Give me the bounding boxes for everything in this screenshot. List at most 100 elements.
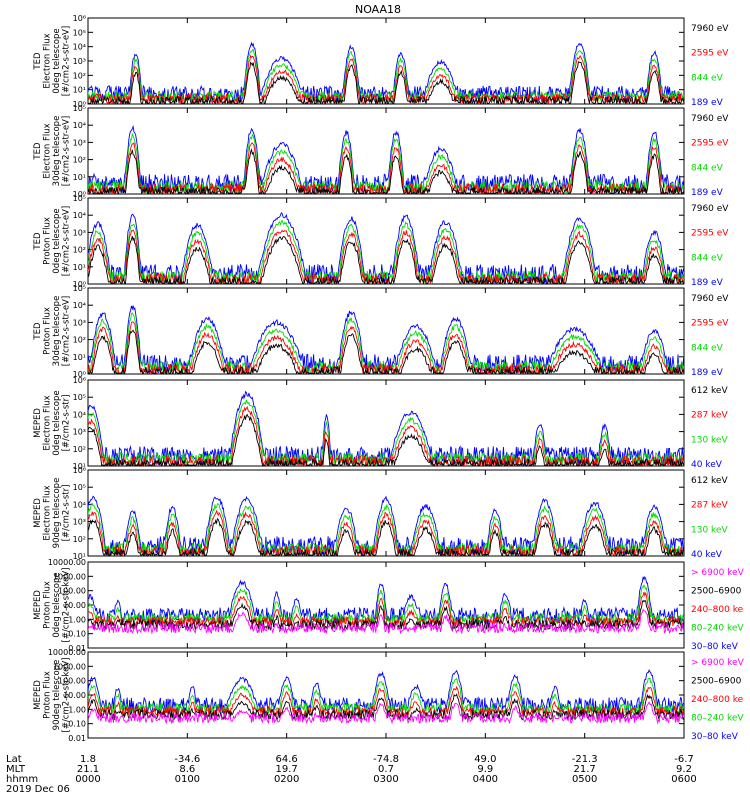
footer-tick-hhmm: 0200 bbox=[274, 774, 299, 785]
y-tick-label: 10⁵ bbox=[73, 284, 86, 293]
legend-entry: 30–80 keV bbox=[691, 732, 739, 742]
legend-entry: 2500–6900 bbox=[691, 587, 742, 597]
y-tick-label: 10⁶ bbox=[73, 376, 86, 385]
legend-entry: 287 keV bbox=[691, 501, 728, 511]
footer-tick-lat: -6.7 bbox=[674, 754, 694, 765]
y-tick-label: 10000.00 bbox=[48, 648, 86, 657]
y-tick-label: 10⁰ bbox=[73, 100, 86, 109]
footer-tick-mlt: 21.1 bbox=[77, 764, 99, 775]
y-axis-label-line: 90deg telescope bbox=[52, 478, 62, 549]
y-axis-label-line: [#/cm2-s-str-eV] bbox=[61, 296, 71, 366]
y-tick-label: 100.00 bbox=[58, 677, 86, 686]
footer-tick-lat: -34.6 bbox=[174, 754, 200, 765]
series-trace bbox=[88, 517, 684, 556]
y-tick-label: 10.00 bbox=[63, 601, 86, 610]
legend-entry: 612 keV bbox=[691, 386, 728, 396]
legend-entry: 30–80 keV bbox=[691, 642, 739, 652]
footer-tick-hhmm: 0400 bbox=[473, 774, 498, 785]
footer-tick-hhmm: 0600 bbox=[671, 774, 696, 785]
legend-entry: 7960 eV bbox=[691, 24, 729, 34]
y-axis-label-line: Electron Flux bbox=[42, 123, 52, 178]
footer-tick-hhmm: 0100 bbox=[175, 774, 200, 785]
series-trace bbox=[88, 502, 684, 556]
series-trace bbox=[88, 677, 684, 715]
y-tick-label: 10¹ bbox=[73, 353, 86, 362]
y-axis-label-line: 30deg telescope bbox=[52, 116, 62, 187]
figure-title: NOAA18 bbox=[355, 3, 401, 16]
y-axis-label-line: MEPED bbox=[33, 680, 43, 710]
y-axis-label-line: 0deg telescope bbox=[52, 572, 62, 637]
y-tick-label: 10² bbox=[73, 71, 86, 80]
y-tick-label: 10⁴ bbox=[73, 211, 86, 220]
footer-date: 2019 Dec 06 bbox=[6, 784, 70, 795]
footer-tick-hhmm: 0300 bbox=[373, 774, 398, 785]
y-axis-label-line: TED bbox=[33, 232, 43, 251]
y-axis-label-line: [#/cm2-s-str-keV] bbox=[61, 568, 71, 643]
legend-entry: 240–800 ke bbox=[691, 605, 744, 615]
panel-5: 10¹ 10² 10³ 10⁴ 10⁵ 10⁶ MEPED Electron Flux 0deg… bbox=[33, 376, 729, 471]
y-tick-label: 10⁴ bbox=[73, 410, 86, 419]
legend-entry: 130 keV bbox=[691, 435, 728, 445]
y-axis-label-line: [#/cm2-s-str-keV] bbox=[61, 658, 71, 733]
legend-entry: 189 eV bbox=[691, 278, 724, 288]
legend-entry: 40 keV bbox=[691, 550, 723, 560]
y-axis-label-line: TED bbox=[33, 322, 43, 341]
y-axis-label-line: 0deg telescope bbox=[52, 390, 62, 455]
series-trace bbox=[88, 48, 684, 103]
footer-tick-mlt: 19.7 bbox=[276, 764, 298, 775]
panel-frame bbox=[87, 651, 685, 739]
y-axis-label-line: Electron Flux bbox=[42, 33, 52, 88]
footer-tick-lat: 1.8 bbox=[80, 754, 96, 765]
y-tick-label: 10² bbox=[73, 445, 86, 454]
legend-entry: 240–800 ke bbox=[691, 695, 744, 705]
legend-entry: 80–240 keV bbox=[691, 714, 744, 724]
series-trace bbox=[88, 390, 684, 466]
footer-tick-hhmm: 0000 bbox=[75, 774, 100, 785]
series-trace bbox=[88, 212, 684, 284]
footer-tick-lat: 64.6 bbox=[276, 754, 298, 765]
y-tick-label: 10⁵ bbox=[73, 28, 86, 37]
y-axis-label-line: [#/cm2-s-str-eV] bbox=[61, 116, 71, 186]
y-tick-label: 10⁴ bbox=[73, 43, 86, 52]
y-axis-label-line: [#/cm2-s-str] bbox=[61, 395, 71, 452]
legend-entry: 844 eV bbox=[691, 253, 724, 263]
series-trace bbox=[88, 668, 684, 715]
panel-1: 10⁰ 10¹ 10² 10³ 10⁴ 10⁵ 10⁶ TED Electron Flux 0de… bbox=[33, 14, 730, 109]
footer-row-label-mlt: MLT bbox=[6, 764, 26, 775]
legend-entry: 7960 eV bbox=[691, 114, 729, 124]
legend-entry: > 6900 keV bbox=[691, 568, 745, 578]
y-tick-label: 10000.00 bbox=[48, 558, 86, 567]
y-axis-label-line: Proton Flux bbox=[42, 217, 52, 265]
series-trace bbox=[88, 413, 684, 466]
y-tick-label: 10⁰ bbox=[73, 280, 86, 289]
legend-entry: 287 keV bbox=[691, 411, 728, 421]
y-axis-label-line: [#/cm2-s-str-eV] bbox=[61, 26, 71, 96]
y-tick-label: 10³ bbox=[73, 228, 86, 237]
legend-entry: 189 eV bbox=[691, 98, 724, 108]
legend-entry: 2595 eV bbox=[691, 319, 729, 329]
series-trace bbox=[88, 329, 684, 374]
legend-entry: > 6900 keV bbox=[691, 658, 745, 668]
y-tick-label: 100.00 bbox=[58, 587, 86, 596]
y-tick-label: 1000.00 bbox=[53, 572, 86, 581]
y-tick-label: 10⁴ bbox=[73, 301, 86, 310]
y-tick-label: 10⁵ bbox=[73, 194, 86, 203]
legend-entry: 7960 eV bbox=[691, 294, 729, 304]
footer-tick-lat: 49.0 bbox=[474, 754, 496, 765]
y-tick-label: 1000.00 bbox=[53, 662, 86, 671]
y-axis-label-line: Electron Flux bbox=[42, 395, 52, 450]
y-tick-label: 10³ bbox=[73, 57, 86, 66]
y-tick-label: 10² bbox=[73, 535, 86, 544]
y-tick-label: 10³ bbox=[73, 428, 86, 437]
legend-entry: 2595 eV bbox=[691, 229, 729, 239]
legend-entry: 7960 eV bbox=[691, 204, 729, 214]
series-trace bbox=[88, 41, 684, 103]
legend-entry: 844 eV bbox=[691, 343, 724, 353]
y-axis-label-line: 0deg telescope bbox=[52, 28, 62, 93]
y-axis-label-line: 0deg telescope bbox=[52, 208, 62, 273]
panel-2: 10⁰ 10¹ 10² 10³ 10⁴ 10⁵ TED Electron Flux 30deg … bbox=[33, 104, 730, 199]
y-axis-label-line: TED bbox=[33, 52, 43, 71]
legend-entry: 2595 eV bbox=[691, 139, 729, 149]
y-tick-label: 0.01 bbox=[68, 644, 86, 653]
